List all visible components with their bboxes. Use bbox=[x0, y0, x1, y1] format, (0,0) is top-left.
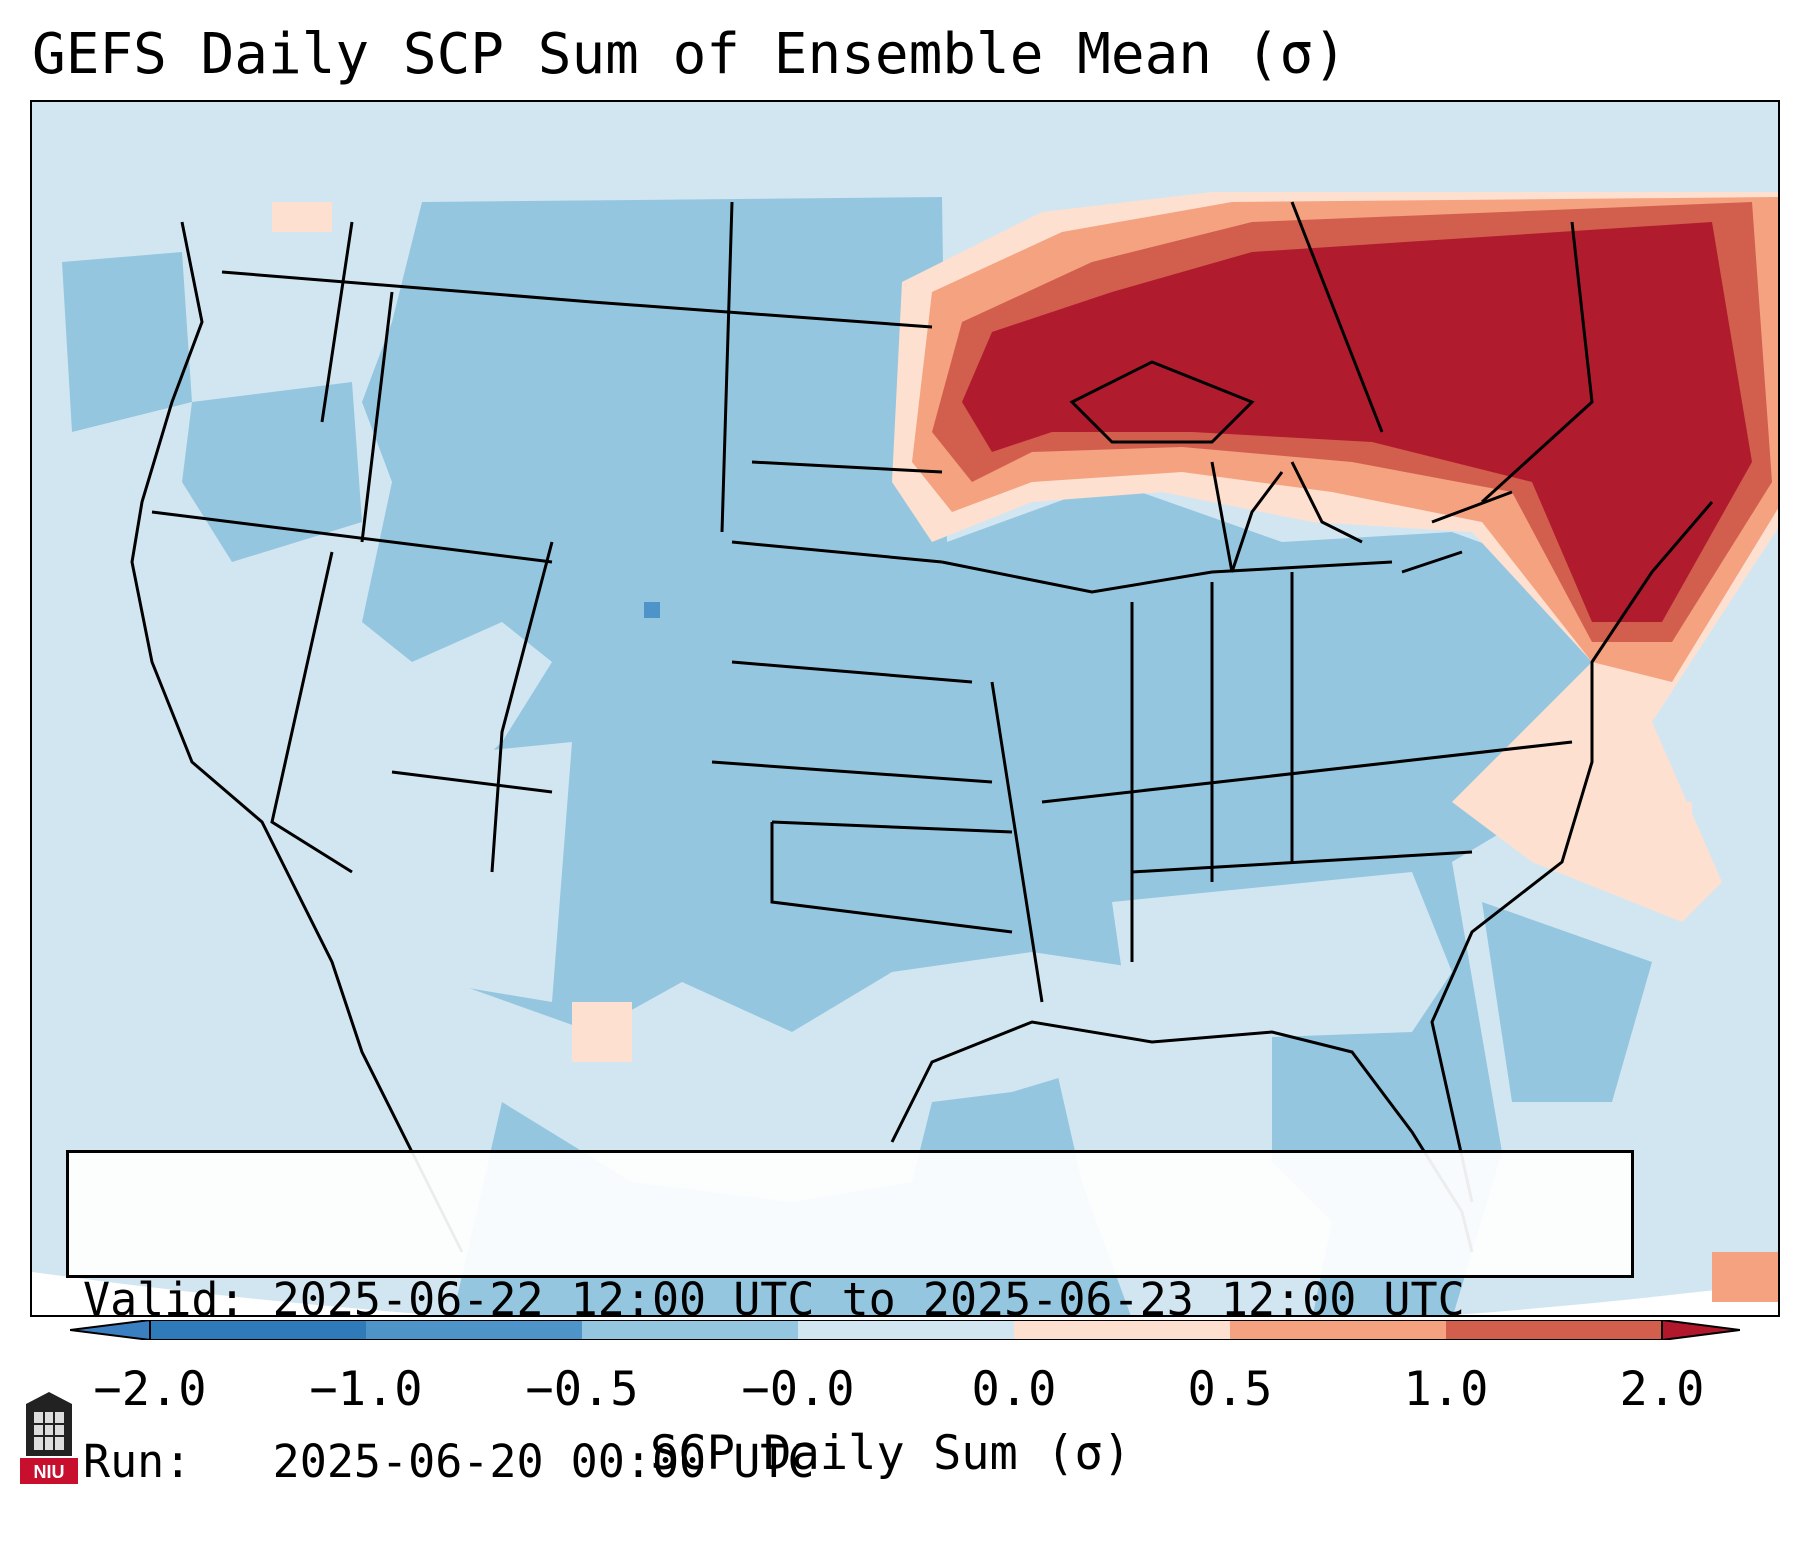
colorbar-outline bbox=[149, 1320, 1663, 1340]
state-lines-east bbox=[941, 560, 1573, 1003]
state-lines-central bbox=[711, 201, 1013, 934]
niu-logo-text: NIU bbox=[34, 1462, 65, 1482]
colorado-pixel bbox=[644, 602, 660, 618]
chart-title: GEFS Daily SCP Sum of Ensemble Mean (σ) bbox=[32, 22, 1347, 87]
colorbar-tick-7: 1.0 bbox=[1403, 1362, 1489, 1417]
colorbar-segment-4 bbox=[798, 1320, 1014, 1340]
above-normal-max bbox=[962, 222, 1752, 622]
colorbar bbox=[70, 1320, 1740, 1340]
southern-canada bbox=[1290, 201, 1594, 504]
colorbar-tick-8: 2.0 bbox=[1619, 1362, 1705, 1417]
colorbar-segment-3 bbox=[582, 1320, 798, 1340]
colorbar-segment-7 bbox=[1446, 1320, 1662, 1340]
run-time-text: Run: 2025-06-20 00:00 UTC bbox=[83, 1435, 815, 1488]
colorbar-label: SCP Daily Sum (σ) bbox=[650, 1426, 1132, 1481]
east-coast bbox=[1430, 501, 1714, 1203]
map-panel bbox=[30, 100, 1780, 1317]
below-normal-nw bbox=[182, 382, 362, 562]
colorbar-segment-2 bbox=[366, 1320, 582, 1340]
near-normal-southeast bbox=[1112, 872, 1452, 1042]
near-normal-southwest bbox=[362, 742, 572, 1002]
colorbar-extend-high bbox=[1661, 1320, 1740, 1340]
state-lines-west bbox=[151, 221, 554, 874]
warm-patch-texas bbox=[572, 1002, 632, 1062]
colorbar-tick-5: 0.0 bbox=[971, 1362, 1057, 1417]
colorbar-tick-6: 0.5 bbox=[1187, 1362, 1273, 1417]
projection-edge bbox=[32, 1272, 1778, 1315]
colorbar-tick-3: −0.5 bbox=[525, 1362, 639, 1417]
niu-logo-banner bbox=[20, 1458, 78, 1484]
warm-patch-southeast bbox=[1572, 802, 1692, 862]
coastline-west bbox=[130, 221, 464, 1253]
niu-logo: NIU bbox=[20, 1392, 78, 1484]
map-boundaries bbox=[130, 201, 1714, 1253]
valid-time-text: Valid: 2025-06-22 12:00 UTC to 2025-06-2… bbox=[83, 1273, 1465, 1326]
great-lakes bbox=[1069, 360, 1513, 574]
validity-info-box: Valid: 2025-06-22 12:00 UTC to 2025-06-2… bbox=[66, 1150, 1634, 1488]
colorbar-tick-2: −1.0 bbox=[309, 1362, 423, 1417]
colorbar-segment-5 bbox=[1014, 1320, 1230, 1340]
colorbar-segment-1 bbox=[150, 1320, 366, 1340]
colorbar-tick-4: −0.0 bbox=[741, 1362, 855, 1417]
colorbar-tick-1: −2.0 bbox=[93, 1362, 207, 1417]
warm-patch-nw bbox=[272, 202, 332, 232]
colorbar-extend-low bbox=[70, 1320, 151, 1340]
warm-patch-caribbean bbox=[1712, 1252, 1778, 1302]
below-normal-west bbox=[62, 252, 192, 432]
map-canvas bbox=[32, 102, 1778, 1315]
canada-border bbox=[221, 270, 933, 329]
below-normal-atlantic bbox=[1482, 902, 1652, 1102]
colorbar-segment-6 bbox=[1230, 1320, 1446, 1340]
